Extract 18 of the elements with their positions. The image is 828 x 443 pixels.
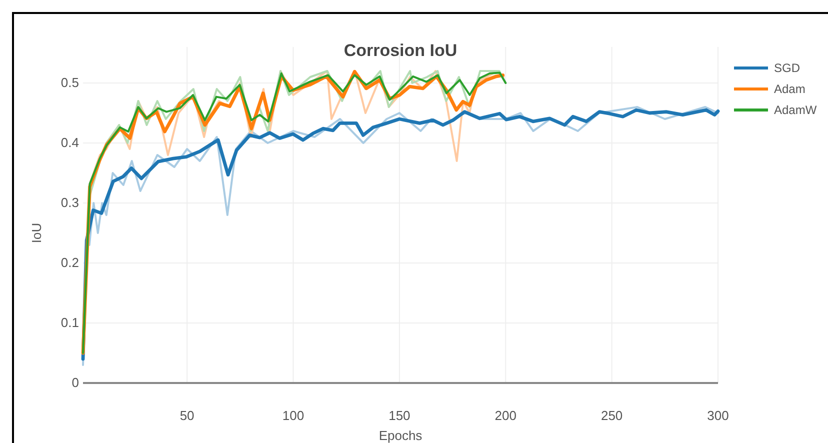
y-tick-label: 0.5: [60, 75, 79, 90]
x-tick-label: 150: [388, 408, 410, 424]
y-tick-label: 0.1: [60, 315, 79, 330]
x-tick-label: 300: [707, 408, 729, 424]
legend-label: SGD: [774, 61, 800, 75]
legend-label: AdamW: [774, 103, 818, 117]
x-tick-label: 250: [600, 408, 623, 424]
x-tick-label: 50: [180, 408, 194, 424]
x-axis-title: Epochs: [378, 428, 423, 443]
y-tick-label: 0.4: [60, 135, 79, 150]
y-tick-label: 0.3: [60, 195, 79, 210]
chart-title: Corrosion IoU: [344, 41, 458, 60]
x-tick-label: 200: [494, 408, 516, 424]
y-tick-label: 0: [72, 375, 79, 390]
x-tick-label: 100: [282, 408, 304, 424]
y-axis-title: IoU: [29, 222, 44, 244]
legend-label: Adam: [774, 82, 806, 96]
y-tick-label: 0.2: [60, 255, 79, 270]
